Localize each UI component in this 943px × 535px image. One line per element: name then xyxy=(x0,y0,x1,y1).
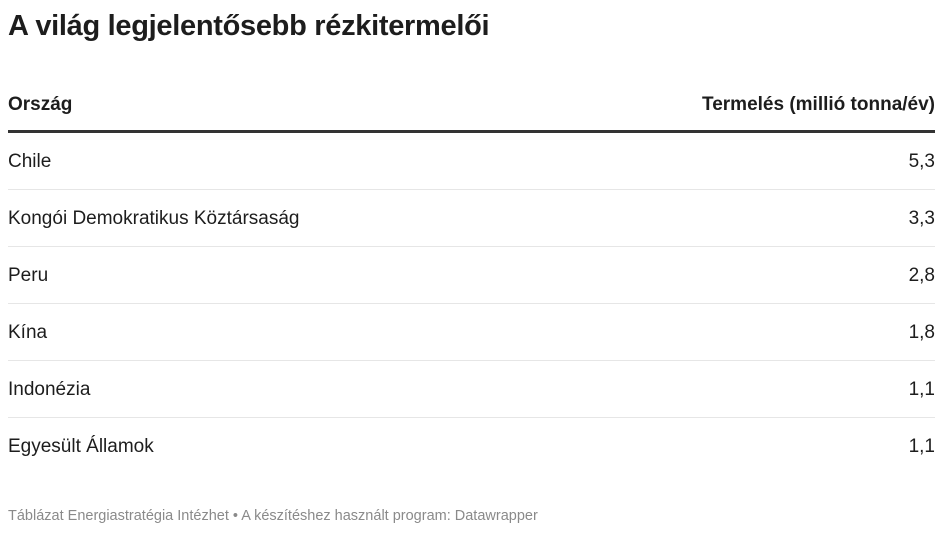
column-header-country[interactable]: Ország xyxy=(8,94,73,115)
country-cell: Indonézia xyxy=(8,379,91,400)
table-row: Indonézia 1,1 xyxy=(8,361,935,418)
country-cell: Kína xyxy=(8,322,48,343)
value-cell: 2,8 xyxy=(908,265,935,286)
table-row: Egyesült Államok 1,1 xyxy=(8,418,935,474)
table-row: Peru 2,8 xyxy=(8,247,935,304)
country-cell: Kongói Demokratikus Köztársaság xyxy=(8,208,300,229)
column-header-production[interactable]: Termelés (millió tonna/év) xyxy=(702,94,935,115)
table-row: Kongói Demokratikus Köztársaság 3,3 xyxy=(8,190,935,247)
footer-source: Táblázat Energiastratégia Intézhet • A k… xyxy=(8,508,538,524)
table-row: Kína 1,8 xyxy=(8,304,935,361)
value-cell: 3,3 xyxy=(908,208,935,229)
table-header: Ország Termelés (millió tonna/év) xyxy=(8,86,935,133)
value-cell: 1,1 xyxy=(908,436,935,457)
value-cell: 5,3 xyxy=(908,151,935,172)
value-cell: 1,8 xyxy=(908,322,935,343)
value-cell: 1,1 xyxy=(908,379,935,400)
data-table: Ország Termelés (millió tonna/év) Chile 5… xyxy=(8,86,935,474)
country-cell: Peru xyxy=(8,265,49,286)
country-cell: Chile xyxy=(8,151,52,172)
country-cell: Egyesült Államok xyxy=(8,436,154,457)
chart-title: A világ legjelentősebb rézkitermelői xyxy=(8,10,490,42)
table-row: Chile 5,3 xyxy=(8,133,935,190)
